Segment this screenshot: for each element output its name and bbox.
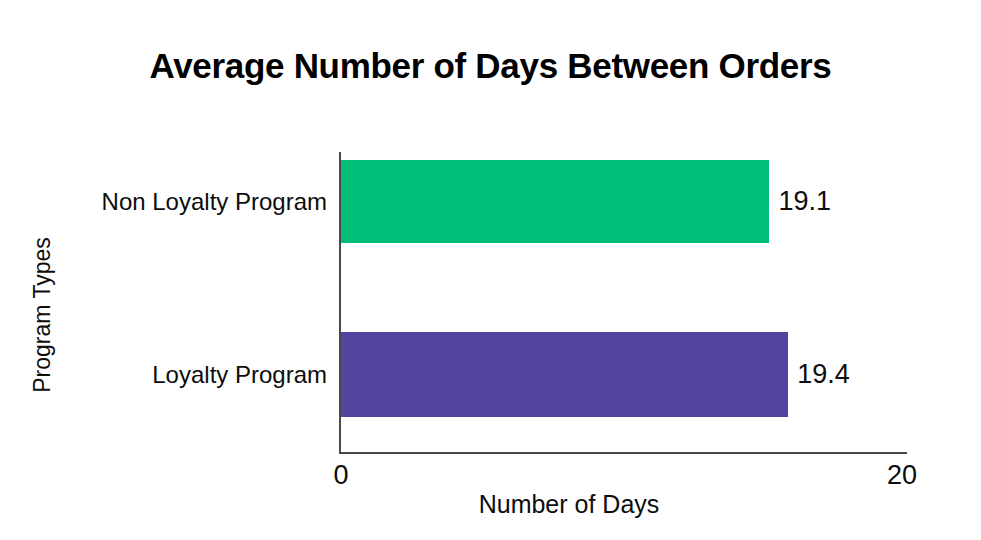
bar-chart: Average Number of Days Between Orders Pr…	[0, 0, 981, 540]
x-axis-tick-20: 20	[887, 460, 917, 491]
plot-area: Non Loyalty Program 19.1 Loyalty Program…	[339, 152, 907, 454]
category-label-non-loyalty-program: Non Loyalty Program	[102, 188, 327, 216]
category-label-loyalty-program: Loyalty Program	[152, 361, 327, 389]
bar-loyalty-program	[341, 332, 788, 417]
y-axis-title: Program Types	[29, 237, 56, 393]
bar-row-loyalty-program: Loyalty Program 19.4	[341, 332, 907, 417]
bar-non-loyalty-program	[341, 160, 769, 243]
value-label-loyalty-program: 19.4	[797, 359, 850, 390]
chart-title: Average Number of Days Between Orders	[0, 46, 981, 86]
bar-row-non-loyalty-program: Non Loyalty Program 19.1	[341, 160, 907, 243]
value-label-non-loyalty-program: 19.1	[778, 186, 831, 217]
x-axis-tick-0: 0	[333, 460, 348, 491]
x-axis-title: Number of Days	[479, 490, 660, 519]
